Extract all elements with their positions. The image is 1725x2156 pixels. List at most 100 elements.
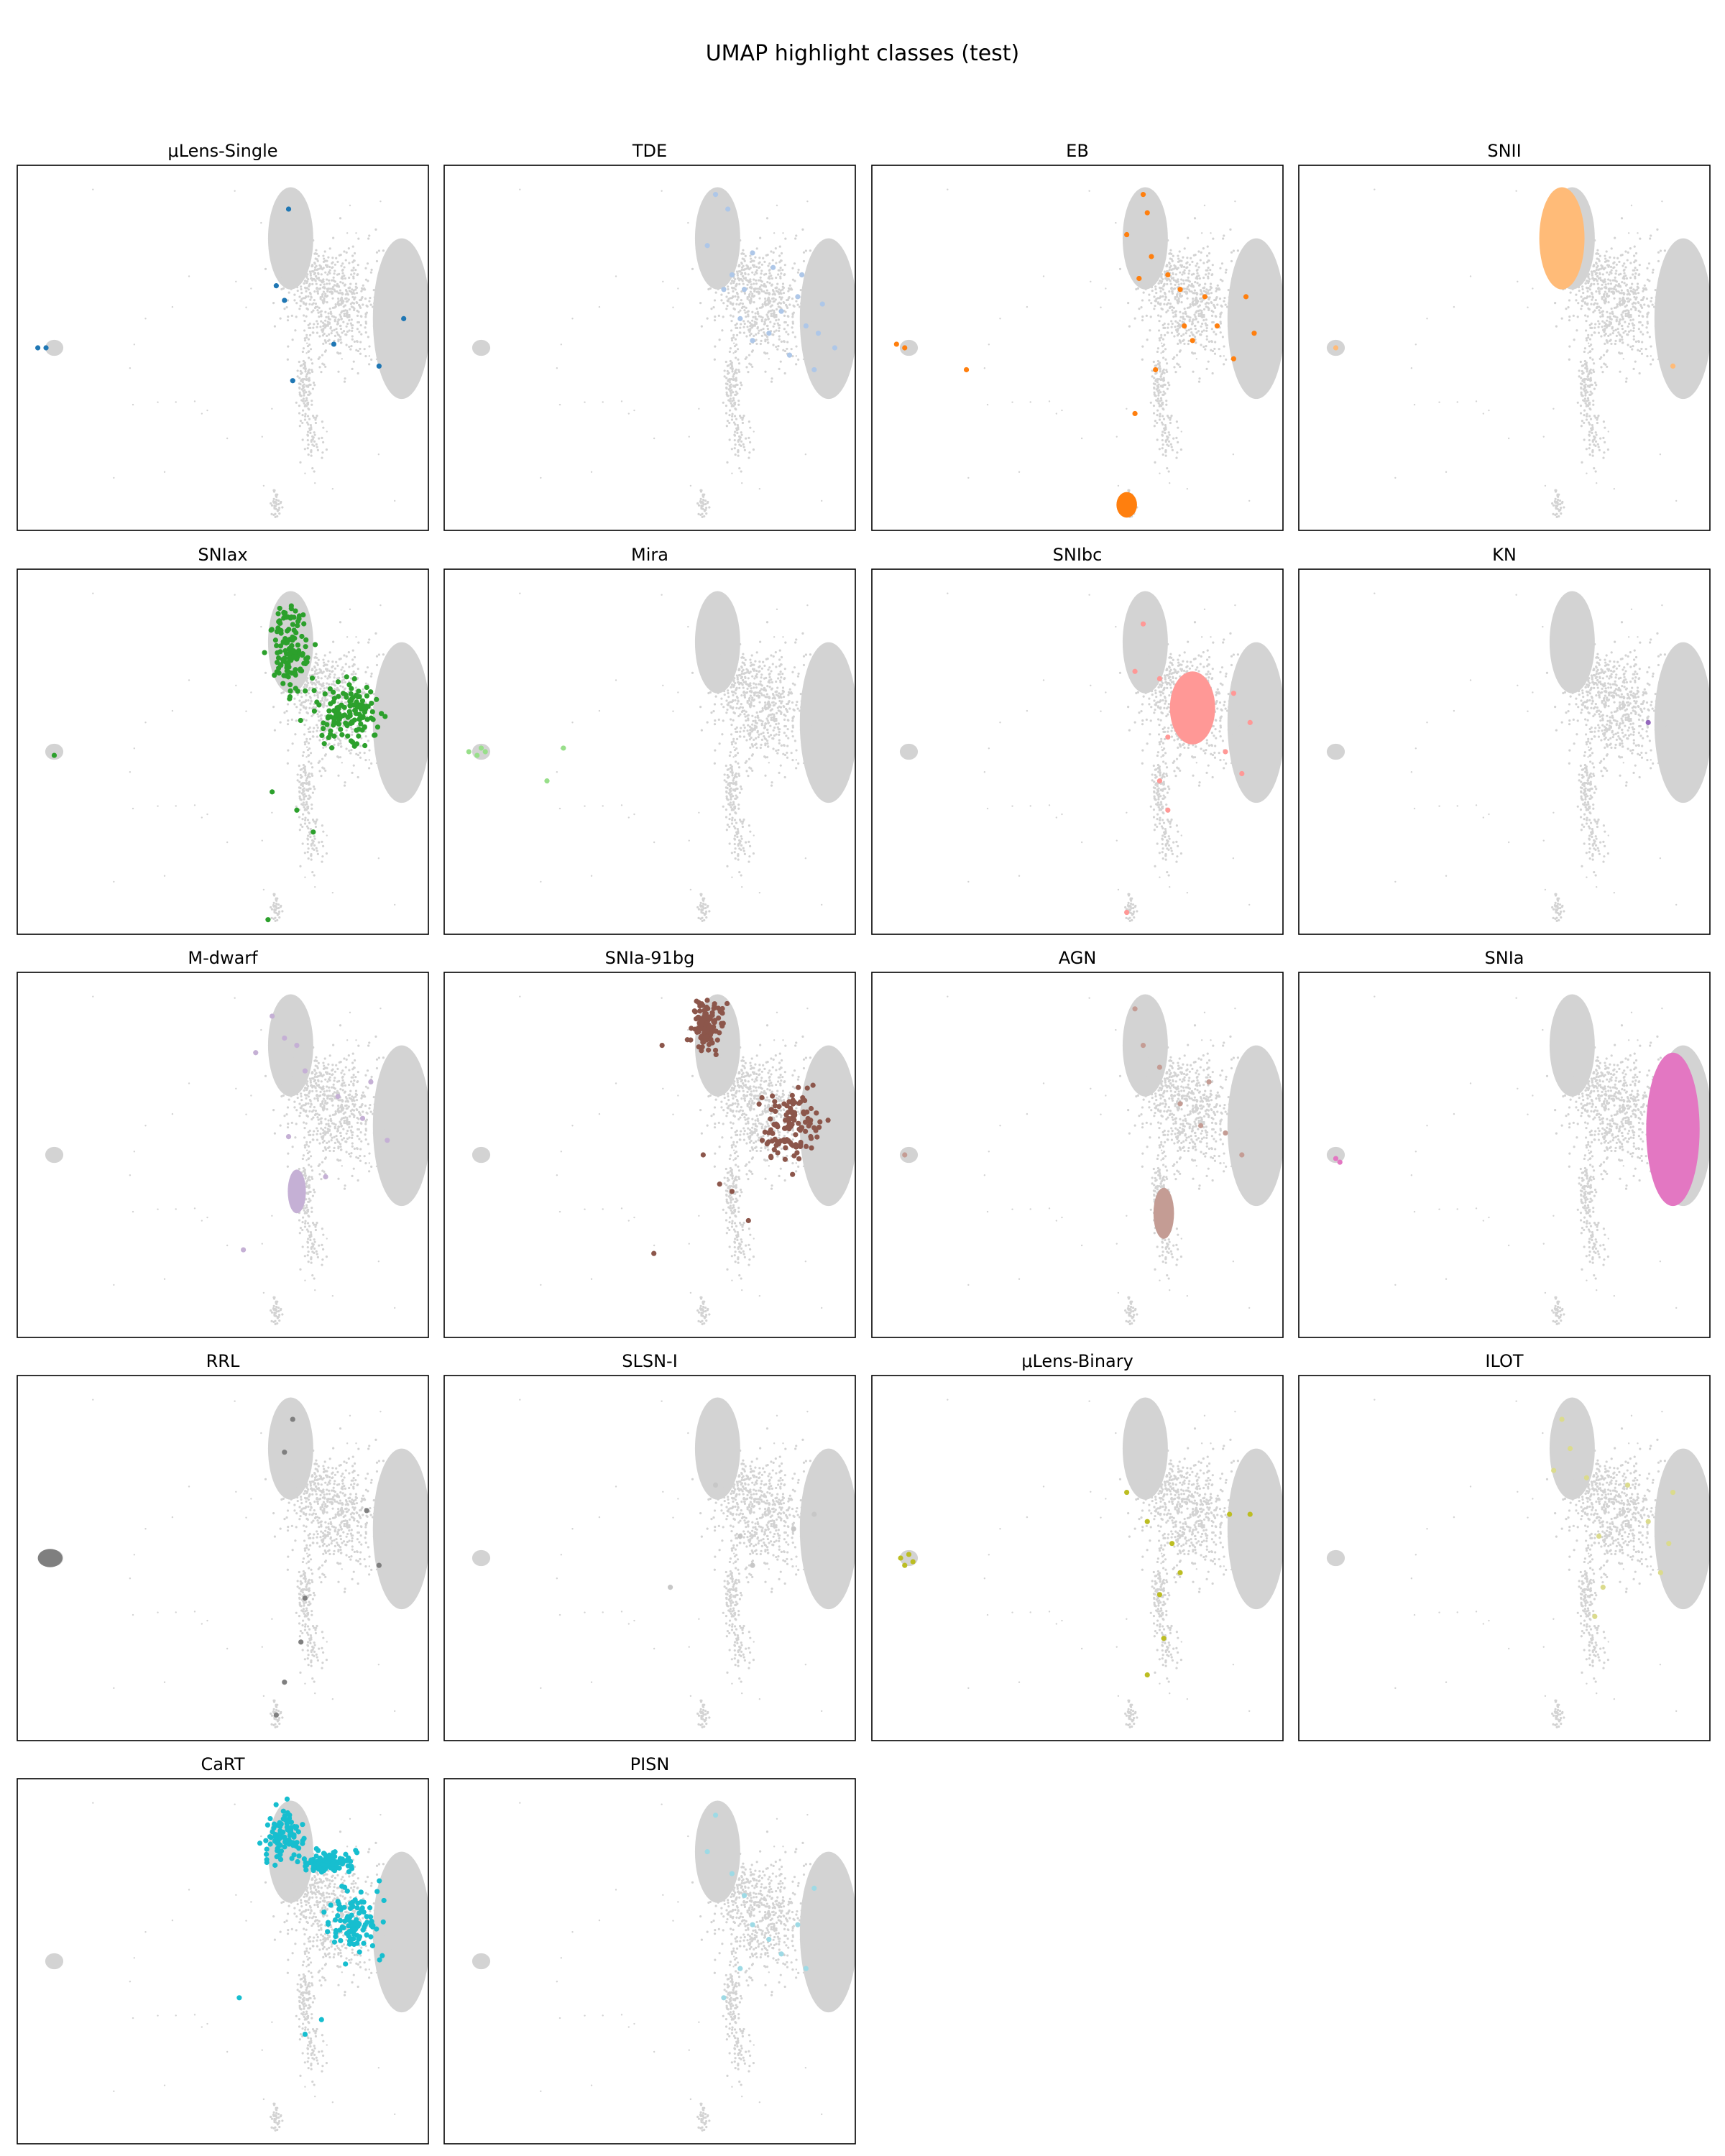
background-point [343, 670, 346, 673]
background-point [742, 249, 745, 252]
background-point [349, 726, 352, 729]
background-point [346, 636, 349, 638]
highlight-point [344, 674, 349, 680]
background-point [308, 668, 310, 671]
background-point [368, 363, 371, 366]
highlight-point [1202, 294, 1208, 300]
background-point [316, 331, 319, 334]
background-point [1589, 350, 1592, 353]
background-point [1179, 340, 1182, 343]
background-point [305, 685, 308, 688]
background-point [313, 874, 316, 877]
background-point [1594, 416, 1597, 419]
background-point [336, 322, 339, 325]
background-point [298, 412, 301, 415]
background-point [735, 285, 737, 287]
background-point [1177, 300, 1180, 303]
background-point [351, 731, 354, 734]
background-point [1394, 476, 1397, 479]
background-point [814, 335, 818, 338]
highlight-point [290, 622, 295, 627]
background-point [368, 638, 371, 641]
background-point [360, 290, 363, 292]
background-point [323, 295, 327, 298]
background-point [773, 330, 776, 333]
background-point [308, 393, 310, 396]
background-point [1587, 333, 1590, 336]
background-point [1206, 261, 1209, 264]
background-point [313, 252, 316, 255]
background-point [305, 287, 308, 290]
background-point [791, 355, 794, 358]
background-point [1586, 378, 1589, 382]
highlight-point [288, 658, 294, 663]
highlight-point [285, 628, 290, 634]
background-point [728, 414, 731, 417]
background-point [363, 348, 366, 351]
highlight-point [725, 206, 731, 212]
background-point [775, 733, 778, 736]
background-point [304, 876, 306, 878]
background-point [1157, 402, 1160, 405]
background-point [319, 310, 322, 313]
background-point [368, 300, 371, 303]
background-point [753, 682, 755, 685]
highlight-point [368, 715, 374, 721]
background-point [307, 288, 310, 291]
plot-area [1326, 187, 1710, 518]
background-point [1232, 249, 1236, 252]
background-point [720, 249, 723, 252]
background-point [351, 658, 354, 661]
background-point [344, 293, 347, 296]
background-point [1620, 352, 1624, 355]
background-point [317, 676, 320, 678]
highlight-point [750, 250, 755, 256]
background-point [1011, 401, 1013, 403]
background-point [273, 325, 276, 328]
background-cluster [372, 642, 428, 803]
background-point [310, 296, 313, 299]
background-point [303, 385, 305, 389]
background-point [697, 512, 700, 515]
background-point [370, 762, 373, 765]
background-point [320, 313, 323, 316]
background-point [312, 309, 315, 312]
background-point [758, 290, 760, 294]
background-point [1594, 323, 1597, 326]
background-point [736, 348, 740, 351]
background-point [1215, 290, 1218, 292]
background-point [1117, 484, 1120, 487]
background-point [1186, 297, 1189, 300]
background-point [1578, 275, 1581, 279]
background-point [303, 367, 305, 369]
highlight-point [364, 693, 370, 699]
background-point [770, 312, 773, 315]
background-point [736, 696, 739, 699]
background-point [306, 807, 310, 810]
background-point [312, 381, 316, 384]
highlight-point [356, 733, 362, 739]
background-point [1228, 296, 1230, 298]
background-point [1475, 400, 1478, 402]
background-point [312, 706, 315, 709]
highlight-point [803, 323, 809, 329]
background-point [1174, 370, 1177, 374]
highlight-point [301, 621, 307, 627]
background-point [1583, 359, 1586, 363]
background-point [1595, 290, 1598, 293]
background-point [1166, 387, 1169, 390]
background-point [272, 490, 276, 493]
background-point [767, 715, 770, 718]
background-point [271, 407, 273, 410]
background-point [1187, 236, 1190, 239]
background-point [742, 443, 745, 446]
background-point [331, 315, 334, 318]
background-point [277, 906, 280, 910]
highlight-point [346, 682, 352, 688]
background-point [318, 356, 321, 359]
background-point [1559, 502, 1562, 506]
background-point [293, 249, 296, 252]
background-point [305, 737, 308, 740]
background-point [382, 249, 385, 252]
background-point [1602, 420, 1605, 423]
